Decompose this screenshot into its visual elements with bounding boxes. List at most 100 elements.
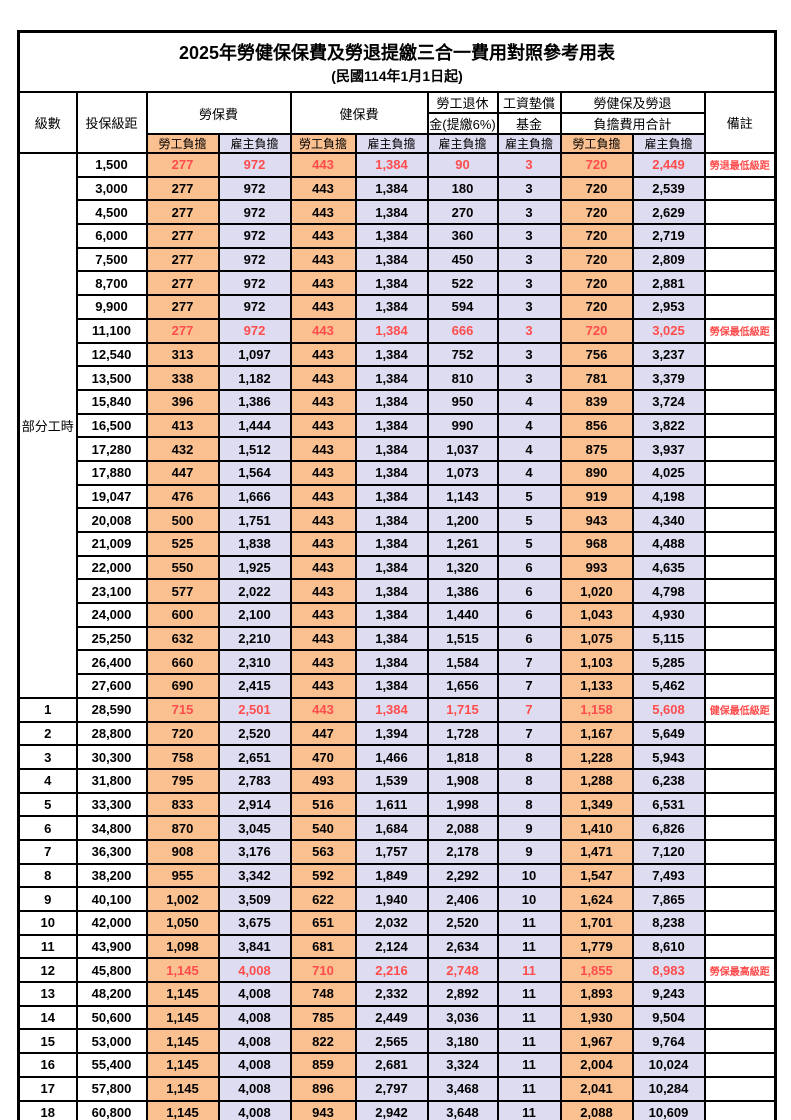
bracket-cell: 8,700 bbox=[75, 270, 148, 297]
value-cell: 1,167 bbox=[559, 720, 634, 747]
value-cell: 1,384 bbox=[354, 531, 429, 557]
subheader-total-employer: 雇主負擔 bbox=[631, 133, 706, 154]
value-cell: 7 bbox=[496, 720, 562, 747]
value-cell: 2,310 bbox=[217, 649, 292, 676]
value-cell: 2,032 bbox=[354, 910, 429, 936]
value-cell: 4,008 bbox=[217, 957, 292, 984]
value-cell: 972 bbox=[217, 152, 292, 178]
bracket-cell: 17,880 bbox=[75, 459, 148, 486]
value-cell: 9 bbox=[496, 838, 562, 865]
value-cell: 2,914 bbox=[217, 791, 292, 818]
value-cell: 3 bbox=[496, 365, 562, 391]
value-cell: 600 bbox=[145, 602, 220, 628]
bracket-cell: 55,400 bbox=[75, 1052, 148, 1078]
value-cell: 10 bbox=[496, 862, 562, 889]
value-cell: 9 bbox=[496, 815, 562, 841]
value-cell: 443 bbox=[289, 199, 357, 226]
value-cell: 11 bbox=[496, 933, 562, 960]
value-cell: 9,504 bbox=[631, 1004, 706, 1031]
value-cell: 4,635 bbox=[631, 554, 706, 581]
value-cell: 4 bbox=[496, 459, 562, 486]
value-cell: 1,384 bbox=[354, 270, 429, 297]
value-cell: 277 bbox=[145, 152, 220, 178]
value-cell: 1,584 bbox=[426, 649, 499, 676]
bracket-cell: 42,000 bbox=[75, 910, 148, 936]
value-cell: 950 bbox=[426, 388, 499, 415]
bracket-cell: 53,000 bbox=[75, 1028, 148, 1055]
value-cell: 4,008 bbox=[217, 1004, 292, 1031]
value-cell: 11 bbox=[496, 1075, 562, 1102]
value-cell: 11 bbox=[496, 1099, 562, 1120]
value-cell: 1,145 bbox=[145, 1028, 220, 1055]
value-cell: 1,037 bbox=[426, 436, 499, 462]
value-cell: 3 bbox=[496, 175, 562, 202]
bracket-cell: 16,500 bbox=[75, 412, 148, 439]
value-cell: 4,025 bbox=[631, 459, 706, 486]
subheader-labor-employer: 雇主負擔 bbox=[217, 133, 292, 154]
value-cell: 2,629 bbox=[631, 199, 706, 226]
value-cell: 681 bbox=[289, 933, 357, 960]
value-cell: 1,386 bbox=[217, 388, 292, 415]
value-cell: 720 bbox=[559, 246, 634, 273]
level-cell: 3 bbox=[17, 744, 78, 770]
value-cell: 450 bbox=[426, 246, 499, 273]
value-cell: 5 bbox=[496, 483, 562, 510]
bracket-cell: 7,500 bbox=[75, 246, 148, 273]
value-cell: 1,384 bbox=[354, 317, 429, 344]
remark-cell bbox=[703, 1075, 777, 1102]
value-cell: 833 bbox=[145, 791, 220, 818]
remark-cell bbox=[703, 767, 777, 794]
value-cell: 972 bbox=[217, 199, 292, 226]
value-cell: 1,384 bbox=[354, 602, 429, 628]
value-cell: 7 bbox=[496, 696, 562, 723]
value-cell: 443 bbox=[289, 341, 357, 368]
value-cell: 2,634 bbox=[426, 933, 499, 960]
value-cell: 5,115 bbox=[631, 625, 706, 652]
value-cell: 1,143 bbox=[426, 483, 499, 510]
remark-cell bbox=[703, 815, 777, 841]
value-cell: 2,210 bbox=[217, 625, 292, 652]
remark-cell bbox=[703, 578, 777, 605]
value-cell: 1,145 bbox=[145, 1004, 220, 1031]
value-cell: 90 bbox=[426, 152, 499, 178]
table-row: 2 28,800 720 2,520 447 1,394 1,728 7 1,167 5,649 bbox=[17, 720, 777, 747]
value-cell: 443 bbox=[289, 317, 357, 344]
value-cell: 1,182 bbox=[217, 365, 292, 391]
value-cell: 2,881 bbox=[631, 270, 706, 297]
value-cell: 3,379 bbox=[631, 365, 706, 391]
value-cell: 1,547 bbox=[559, 862, 634, 889]
table-row: 13 48,200 1,145 4,008 748 2,332 2,892 11 1,893 9,… bbox=[17, 981, 777, 1007]
table-row: 3,000 277 972 443 1,384 180 3 720 2,539 bbox=[19, 175, 777, 202]
value-cell: 2,292 bbox=[426, 862, 499, 889]
value-cell: 972 bbox=[217, 246, 292, 273]
value-cell: 476 bbox=[145, 483, 220, 510]
value-cell: 3,025 bbox=[631, 317, 706, 344]
value-cell: 11 bbox=[496, 981, 562, 1007]
value-cell: 3,509 bbox=[217, 886, 292, 912]
remark-cell: 健保最低級距 bbox=[703, 696, 777, 723]
value-cell: 3,937 bbox=[631, 436, 706, 462]
remark-cell: 勞保最高級距 bbox=[703, 957, 777, 984]
value-cell: 5,285 bbox=[631, 649, 706, 676]
value-cell: 752 bbox=[426, 341, 499, 368]
value-cell: 594 bbox=[426, 294, 499, 320]
value-cell: 4 bbox=[496, 388, 562, 415]
value-cell: 2,748 bbox=[426, 957, 499, 984]
level-cell: 2 bbox=[17, 720, 78, 747]
col-header-wage-fund-line2: 基金 bbox=[496, 112, 562, 135]
bracket-cell: 33,300 bbox=[75, 791, 148, 818]
remark-cell: 勞退最低級距 bbox=[703, 152, 777, 178]
value-cell: 5 bbox=[496, 531, 562, 557]
value-cell: 1,512 bbox=[217, 436, 292, 462]
value-cell: 3 bbox=[496, 223, 562, 249]
bracket-cell: 60,800 bbox=[75, 1099, 148, 1120]
value-cell: 756 bbox=[559, 341, 634, 368]
bracket-cell: 43,900 bbox=[75, 933, 148, 960]
value-cell: 710 bbox=[289, 957, 357, 984]
value-cell: 972 bbox=[217, 317, 292, 344]
remark-cell bbox=[703, 933, 777, 960]
value-cell: 10,024 bbox=[631, 1052, 706, 1078]
value-cell: 1,228 bbox=[559, 744, 634, 770]
bracket-cell: 23,100 bbox=[75, 578, 148, 605]
level-cell: 18 bbox=[17, 1099, 78, 1120]
